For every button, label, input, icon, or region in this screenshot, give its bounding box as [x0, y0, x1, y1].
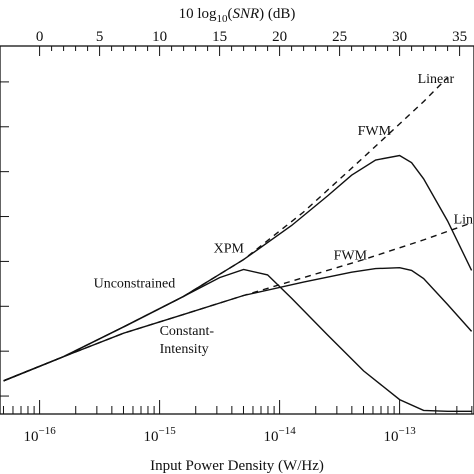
curve-label: Linear — [418, 72, 455, 87]
top-axis-title-variable: SNR — [233, 6, 260, 22]
bottom-tick-label: 10−16 — [23, 425, 56, 445]
top-tick-label: 0 — [36, 29, 44, 45]
plot-frame — [0, 45, 474, 415]
top-tick-label: 35 — [452, 29, 467, 45]
curve-labels: Linear FWM Line Unconstrained XPM FWM Constant… — [94, 72, 474, 357]
tick-label-exponent: −16 — [38, 425, 56, 437]
curve-label: Intensity — [160, 342, 209, 357]
top-tick-label: 25 — [332, 29, 347, 45]
curve-label: FWM — [358, 124, 392, 139]
series-line-fwm-3 — [3, 266, 473, 382]
top-tick-label: 5 — [96, 29, 104, 45]
top-tick-label: 15 — [212, 29, 227, 45]
curve-label: Line — [454, 213, 474, 228]
tick-label-base: 10 — [143, 429, 158, 445]
top-tick-label: 10 — [152, 29, 167, 45]
tick-label-base: 10 — [263, 429, 278, 445]
tick-label-base: 10 — [383, 429, 398, 445]
curve-label: Constant- — [160, 324, 215, 339]
bottom-axis-tick-labels: 10−16 10−15 10−14 10−13 — [23, 425, 416, 445]
tick-label-exponent: −14 — [278, 425, 296, 437]
top-tick-label: 30 — [392, 29, 407, 45]
top-axis-title: 10 log10(SNR) (dB) — [179, 6, 296, 25]
top-axis-title-prefix: 10 log — [179, 6, 217, 22]
bottom-axis-title: Input Power Density (W/Hz) — [150, 458, 324, 474]
top-axis-title-suffix: (dB) — [264, 6, 295, 22]
bottom-tick-label: 10−14 — [263, 425, 296, 445]
curve-label: FWM — [334, 249, 368, 264]
bottom-tick-label: 10−15 — [143, 425, 176, 445]
bottom-tick-label: 10−13 — [383, 425, 416, 445]
curve-label: XPM — [214, 241, 245, 256]
top-axis-tick-labels: 0 5 10 15 20 25 30 35 — [36, 29, 467, 45]
tick-label-exponent: −13 — [398, 425, 416, 437]
curve-label: Unconstrained — [94, 276, 176, 291]
tick-label-exponent: −15 — [158, 425, 176, 437]
series-line-xpm-4 — [3, 268, 472, 412]
series-group — [3, 76, 473, 412]
top-tick-label: 20 — [272, 29, 287, 45]
axis-ticks — [0, 46, 473, 414]
top-axis-title-subscript: 10 — [217, 13, 229, 25]
tick-label-base: 10 — [23, 429, 38, 445]
